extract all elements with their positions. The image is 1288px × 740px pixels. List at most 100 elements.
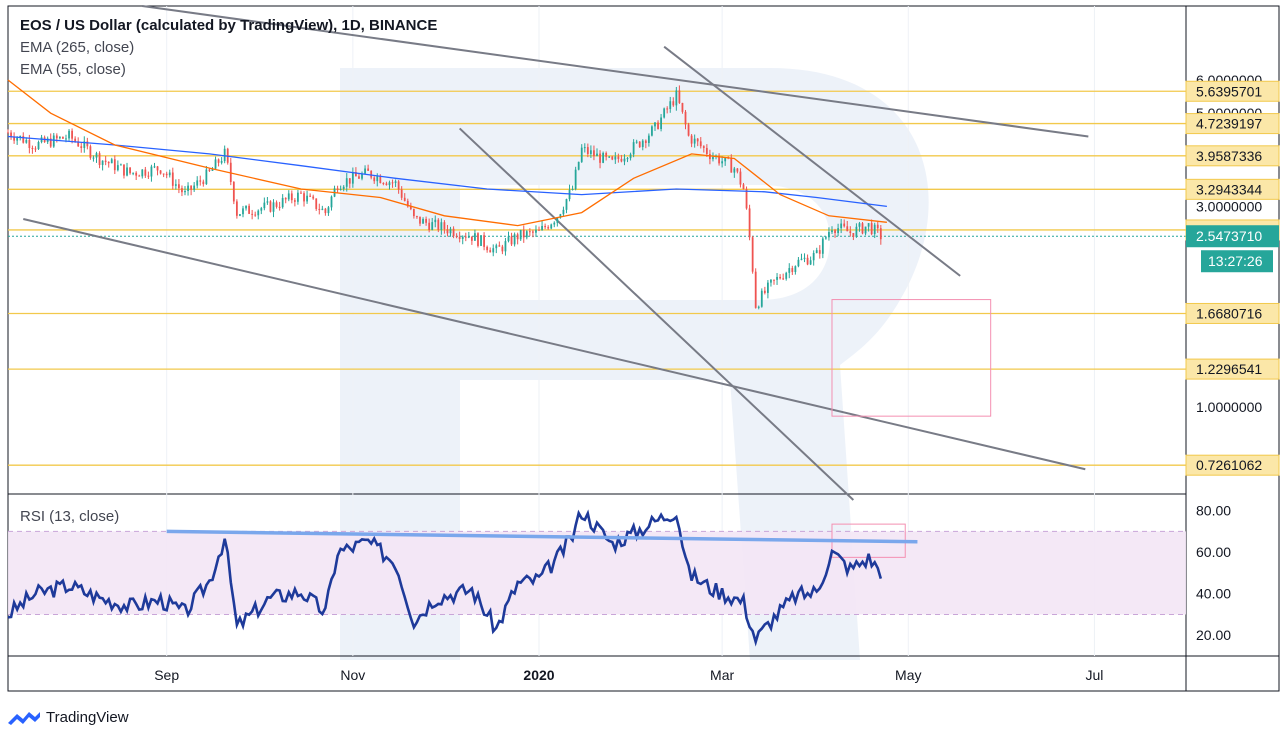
candle-body (544, 225, 547, 228)
candle-body (699, 141, 702, 147)
candle-body (58, 136, 61, 139)
plot-frame (7, 5, 1280, 692)
candle-body (376, 176, 379, 182)
candle-body (181, 188, 183, 193)
candle-body (419, 216, 421, 224)
rsi-tick-label: 80.00 (1196, 503, 1231, 519)
ema-lines (7, 79, 887, 227)
ema-slow-legend[interactable]: EMA (265, close) (20, 39, 135, 56)
candle-body (773, 279, 775, 281)
candle-body (217, 159, 220, 163)
rsi-line (7, 509, 918, 647)
trendlines[interactable] (23, 5, 1089, 501)
trendline-lower-channel (23, 218, 1086, 471)
candle-body (498, 245, 501, 247)
candle-body (556, 217, 559, 223)
candle-body (861, 223, 864, 234)
candle-body (141, 169, 144, 177)
candle-body (324, 208, 327, 214)
level-label: 0.7261062 (1196, 457, 1262, 473)
candle-body (202, 181, 205, 185)
candle-body (751, 237, 754, 272)
candle-body (745, 189, 748, 209)
candle-body (724, 157, 727, 162)
candle-body (535, 229, 537, 233)
candle-body (312, 196, 315, 199)
candle-body (71, 130, 73, 139)
candle-body (101, 160, 104, 165)
candle-body (806, 257, 809, 265)
tradingview-brand[interactable]: TradingView (8, 706, 129, 728)
candle-body (339, 188, 342, 191)
candle-body (260, 208, 263, 211)
candle-body (235, 201, 238, 216)
candle-body (852, 233, 855, 237)
candle-body (113, 159, 116, 171)
candle-body (577, 161, 580, 170)
ema-fast-legend[interactable]: EMA (55, close) (20, 61, 126, 78)
candle-body (397, 181, 400, 190)
candle-body (757, 306, 760, 308)
candle-body (208, 169, 211, 171)
candle-body (467, 236, 470, 238)
candle-body (251, 213, 254, 215)
level-label: 5.6395701 (1196, 83, 1262, 99)
candle-body (791, 268, 794, 272)
candle-body (617, 156, 620, 159)
candle-body (25, 139, 28, 143)
candle-body (586, 147, 589, 154)
candle-body (651, 126, 653, 136)
candle-body (327, 207, 330, 214)
level-tag (1185, 454, 1280, 476)
candle-body (785, 272, 788, 279)
candle-body (721, 161, 724, 164)
candle-body (583, 147, 586, 149)
candle-body (193, 185, 196, 190)
candle-body (55, 135, 58, 139)
candle-body (736, 168, 739, 172)
candle-body (83, 141, 86, 148)
candle-body (779, 276, 782, 279)
candle-body (718, 155, 720, 164)
candle-body (605, 152, 608, 157)
candle-body (513, 234, 516, 245)
candle-body (416, 216, 418, 218)
candle-body (593, 150, 595, 157)
candle-body (318, 208, 321, 210)
candle-body (507, 236, 510, 242)
candle-body (748, 208, 751, 238)
level-tag (1185, 145, 1280, 167)
candle-body (65, 138, 67, 140)
candle-body (19, 135, 22, 138)
candle-body (669, 101, 672, 109)
candle-body (385, 183, 388, 186)
candle-body (52, 135, 55, 147)
candle-body (571, 188, 574, 190)
level-label: 3.9587336 (1196, 148, 1262, 164)
candle-body (608, 156, 611, 158)
candle-body (126, 167, 128, 176)
candle-body (129, 167, 131, 174)
candle-body (632, 142, 635, 155)
candle-body (287, 193, 290, 200)
rsi-legend[interactable]: RSI (13, close) (20, 508, 120, 525)
candle-body (190, 185, 193, 190)
candle-body (373, 177, 376, 182)
candle-body (788, 268, 791, 273)
candle-body (620, 158, 623, 162)
candle-body (174, 184, 177, 186)
candle-body (449, 228, 452, 234)
candle-body (232, 181, 235, 202)
x-tick-2020: 2020 (523, 667, 554, 683)
candle-body (263, 202, 266, 209)
candle-body (477, 233, 479, 246)
candle-body (702, 146, 705, 148)
candle-body (315, 198, 318, 209)
rsi-resistance-line (166, 529, 918, 544)
ema-fast-line (7, 79, 887, 227)
level-tag (1185, 178, 1280, 200)
candle-body (89, 146, 92, 158)
candle-body (388, 182, 391, 186)
candle-body (135, 172, 138, 176)
